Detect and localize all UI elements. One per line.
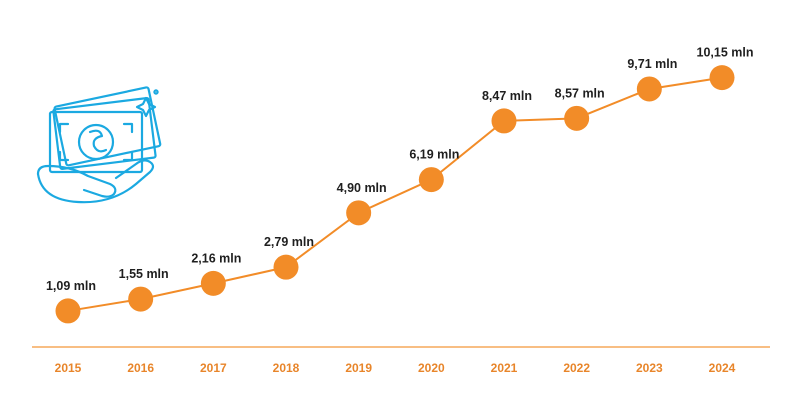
data-point-2017 [200, 270, 226, 296]
x-tick-labels-layer: 2015 2016 2017 2018 2019 2020 2021 2022 2023 2024 [55, 361, 736, 375]
data-point-2020 [418, 167, 444, 193]
data-point-2021 [491, 108, 517, 134]
data-label-2017: 2,16 mln [191, 251, 241, 265]
data-point-2019 [346, 200, 372, 226]
money-in-hand-icon [36, 86, 162, 204]
data-label-2015: 1,09 mln [46, 279, 96, 293]
data-point-2023 [636, 76, 662, 102]
data-label-2024: 10,15 mln [697, 46, 754, 60]
x-tick-label-2015: 2015 [55, 361, 82, 375]
data-label-2019: 4,90 mln [337, 181, 387, 195]
x-tick-label-2019: 2019 [345, 361, 372, 375]
x-tick-label-2024: 2024 [709, 361, 736, 375]
data-label-2021: 8,47 mln [482, 89, 532, 103]
data-point-2016 [128, 286, 154, 312]
x-tick-label-2020: 2020 [418, 361, 445, 375]
x-tick-label-2016: 2016 [127, 361, 154, 375]
data-point-2015 [55, 298, 81, 324]
x-tick-label-2023: 2023 [636, 361, 663, 375]
data-label-2018: 2,79 mln [264, 235, 314, 249]
data-point-2022 [564, 105, 590, 131]
data-label-2023: 9,71 mln [627, 57, 677, 71]
data-labels-layer: 1,09 mln 1,55 mln 2,16 mln 2,79 mln 4,90 mln… [46, 46, 754, 293]
series-layer [55, 65, 735, 324]
x-tick-label-2018: 2018 [273, 361, 300, 375]
data-point-2018 [273, 254, 299, 280]
x-tick-label-2017: 2017 [200, 361, 227, 375]
data-label-2020: 6,19 mln [409, 148, 459, 162]
data-label-2022: 8,57 mln [555, 86, 605, 100]
x-tick-label-2022: 2022 [563, 361, 590, 375]
series-line [67, 76, 723, 312]
data-label-2016: 1,55 mln [119, 267, 169, 281]
x-tick-label-2021: 2021 [491, 361, 518, 375]
data-point-2024 [709, 65, 735, 91]
